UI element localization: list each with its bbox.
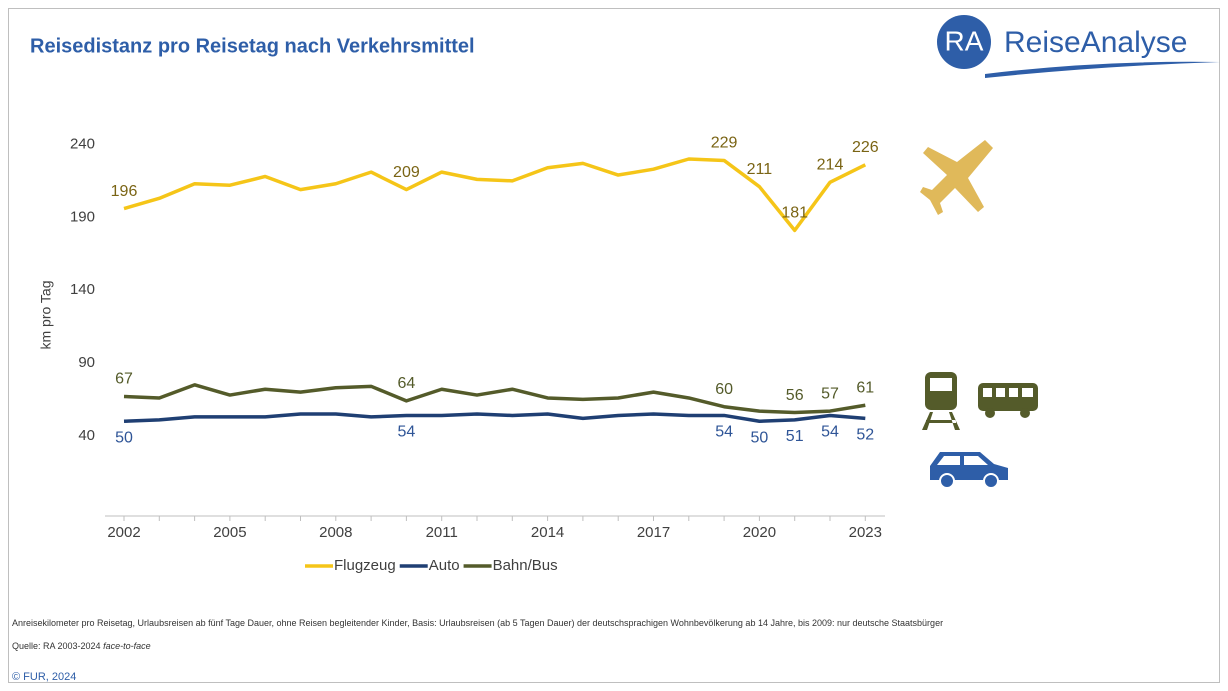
source-text: Quelle: RA 2003-2024 [12,641,104,651]
logo-text: ReiseAnalyse [1004,26,1187,59]
bus-window [996,388,1005,397]
bus-window [983,388,992,397]
source-method: face-to-face [103,641,151,651]
data-label: 54 [821,424,839,441]
y-axis-label: km pro Tag [38,281,54,350]
footnote: Anreisekilometer pro Reisetag, Urlaubsre… [12,618,944,628]
data-label: 57 [821,385,839,402]
data-label: 54 [398,424,416,441]
y-tick-label: 190 [70,208,95,225]
y-tick-label: 90 [78,354,95,371]
data-label: 214 [817,157,844,174]
data-label: 211 [747,161,773,178]
x-tick-label: 2005 [213,524,246,541]
y-tick-label: 140 [70,281,95,298]
legend-label: Auto [429,557,460,574]
bus-wheel [985,408,995,418]
car-wheel [983,473,999,489]
data-label: 54 [715,424,733,441]
plane-shape [920,140,993,215]
logo: RA ReiseAnalyse [937,15,1220,78]
logo-circle [937,15,991,69]
data-label: 51 [786,428,804,445]
series-line [123,157,867,233]
data-label: 60 [715,381,733,398]
y-tick-label: 240 [70,135,95,152]
bus-window [1022,388,1033,397]
train-icon [922,372,960,430]
bus-wheel [1020,408,1030,418]
legend-label: Bahn/Bus [493,557,558,574]
series-line [123,383,866,415]
logo-swoosh [985,61,1220,78]
x-tick-label: 2011 [426,524,458,541]
source: Quelle: RA 2003-2024 face-to-face [12,641,1202,652]
copyright: © FUR, 2024 [12,671,77,683]
series-line [123,412,866,424]
train-rails [922,412,960,430]
car-window [937,456,988,465]
plane-icon [920,140,993,215]
car-icon [930,452,1008,489]
x-tick-label: 2008 [319,524,352,541]
x-tick-label: 2023 [849,524,882,541]
data-label: 229 [711,135,738,152]
data-label: 56 [786,387,804,404]
data-label: 61 [856,379,874,396]
data-label: 50 [115,430,133,447]
slide-frame [8,8,1220,683]
x-tick-label: 2020 [743,524,776,541]
data-label: 181 [781,205,808,222]
train-window [930,378,952,391]
data-label: 209 [393,164,420,181]
x-tick-label: 2014 [531,524,564,541]
bus-icon [978,383,1038,418]
data-label: 64 [398,375,416,392]
data-label: 52 [856,427,874,444]
chart-title: Reisedistanz pro Reisetag nach Verkehrsm… [30,35,475,57]
legend-label: Flugzeug [334,557,396,574]
bus-window [1009,388,1018,397]
logo-initials: RA [945,25,984,56]
x-tick-label: 2017 [637,524,670,541]
x-tick-label: 2002 [107,524,140,541]
data-label: 226 [852,139,879,156]
data-label: 67 [115,371,133,388]
data-label: 50 [751,430,769,447]
data-label: 196 [111,183,138,200]
car-wheel [939,473,955,489]
y-tick-label: 40 [78,427,95,444]
